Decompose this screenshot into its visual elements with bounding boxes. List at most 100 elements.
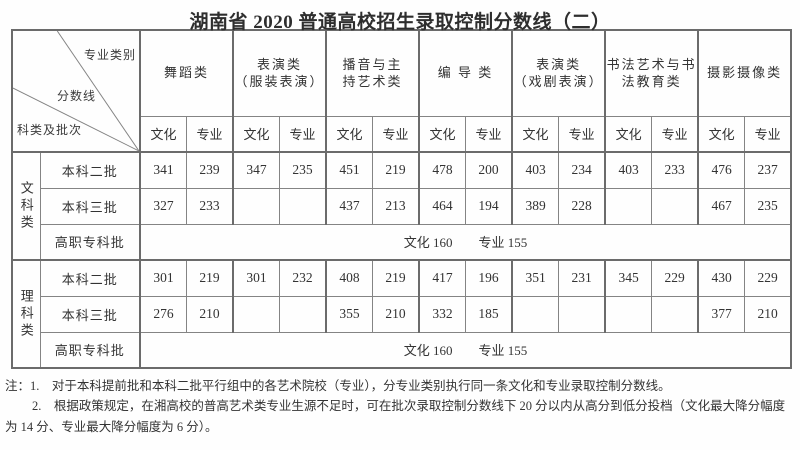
corner-label-scoreline: 分数线 bbox=[57, 89, 97, 103]
batch-label: 本科二批 bbox=[39, 151, 141, 189]
table-row: 理科类 本科二批 301 219 301 232 408 219 417 196… bbox=[11, 259, 792, 369]
score-type-header: 文化 bbox=[418, 115, 467, 153]
score-cell: 200 bbox=[465, 151, 513, 189]
score-type-header: 文化 bbox=[697, 115, 746, 153]
score-type-header: 专业 bbox=[372, 115, 420, 153]
score-cell: 347 bbox=[232, 151, 281, 189]
score-cell: 430 bbox=[697, 259, 746, 297]
table-row: 本科三批 327 233 437 213 464 194 389 228 467… bbox=[12, 187, 792, 225]
note-prefix: 注： bbox=[5, 379, 31, 393]
batch-label: 本科三批 bbox=[39, 295, 141, 333]
page-title: 湖南省 2020 普通高校招生录取控制分数线（二） bbox=[189, 12, 611, 33]
category-header-performance-fashion: 表演类 （服装表演） bbox=[232, 29, 327, 117]
merged-score-cell: 文化 160 专业 155 bbox=[138, 223, 792, 261]
score-type-header: 专业 bbox=[465, 115, 513, 153]
table-row: 高职专科批 文化 160 专业 155 bbox=[12, 223, 792, 261]
score-cell: 467 bbox=[697, 187, 746, 225]
table-row: 本科三批 276 210 355 210 332 185 377 210 bbox=[12, 295, 792, 333]
score-cell bbox=[558, 295, 606, 333]
score-type-header: 专业 bbox=[186, 115, 234, 153]
score-type-header: 文化 bbox=[232, 115, 281, 153]
score-cell: 389 bbox=[511, 187, 560, 225]
score-cell: 239 bbox=[186, 151, 234, 189]
score-cell bbox=[279, 295, 327, 333]
corner-label-batch: 科类及批次 bbox=[17, 123, 83, 137]
corner-cell: 专业类别 分数线 科类及批次 bbox=[11, 29, 141, 153]
score-cell: 301 bbox=[139, 259, 187, 297]
note-item: 注：1. 对于本科提前批和本科二批平行组中的各艺术院校（专业），分专业类别执行同… bbox=[5, 376, 795, 396]
section-label-science: 理科类 bbox=[11, 259, 41, 369]
score-type-header: 专业 bbox=[744, 115, 792, 153]
score-cell: 210 bbox=[744, 295, 792, 333]
score-cell: 232 bbox=[279, 259, 327, 297]
score-cell bbox=[232, 187, 281, 225]
batch-label: 高职专科批 bbox=[39, 223, 141, 261]
score-cell bbox=[604, 187, 653, 225]
score-cell bbox=[279, 187, 327, 225]
score-cell: 229 bbox=[651, 259, 699, 297]
score-cell: 237 bbox=[744, 151, 792, 189]
score-cell: 341 bbox=[139, 151, 187, 189]
section-label-liberal-arts: 文科类 bbox=[11, 151, 41, 261]
score-cell: 233 bbox=[651, 151, 699, 189]
score-cell: 219 bbox=[372, 259, 420, 297]
score-cell: 301 bbox=[232, 259, 281, 297]
score-cell bbox=[511, 295, 560, 333]
score-cell: 228 bbox=[558, 187, 606, 225]
table-row: 文科类 本科二批 341 239 347 235 451 219 478 200… bbox=[11, 151, 792, 261]
table-row: 文化 专业 文化 专业 文化 专业 文化 专业 文化 专业 文化 专业 文化 专… bbox=[12, 115, 792, 153]
note-text: 1. 对于本科提前批和本科二批平行组中的各艺术院校（专业），分专业类别执行同一条… bbox=[30, 379, 671, 393]
score-cell: 403 bbox=[511, 151, 560, 189]
score-type-header: 专业 bbox=[651, 115, 699, 153]
score-cell: 377 bbox=[697, 295, 746, 333]
score-cell: 235 bbox=[279, 151, 327, 189]
score-cell: 210 bbox=[372, 295, 420, 333]
score-cell: 408 bbox=[325, 259, 374, 297]
score-cell bbox=[651, 187, 699, 225]
table-row: 专业类别 分数线 科类及批次 舞蹈类 表演类 （服装表演） 播音与主 持艺术类 … bbox=[11, 29, 792, 153]
score-type-header: 文化 bbox=[139, 115, 187, 153]
note-item: 2. 根据政策规定，在湘高校的普高艺术类专业生源不足时，可在批次录取控制分数线下… bbox=[5, 399, 786, 434]
batch-label: 本科二批 bbox=[39, 259, 141, 297]
score-cell: 185 bbox=[465, 295, 513, 333]
score-cell: 417 bbox=[418, 259, 467, 297]
corner-label-category: 专业类别 bbox=[83, 48, 136, 62]
table-row: 高职专科批 文化 160 专业 155 bbox=[12, 331, 792, 369]
score-type-header: 文化 bbox=[511, 115, 560, 153]
score-cell: 345 bbox=[604, 259, 653, 297]
score-cell: 355 bbox=[325, 295, 374, 333]
score-cell bbox=[651, 295, 699, 333]
score-cell: 327 bbox=[139, 187, 187, 225]
score-cell: 233 bbox=[186, 187, 234, 225]
score-cell: 478 bbox=[418, 151, 467, 189]
category-header-dance: 舞蹈类 bbox=[138, 29, 234, 117]
score-cell: 213 bbox=[372, 187, 420, 225]
score-cell bbox=[604, 295, 653, 333]
score-cell: 210 bbox=[186, 295, 234, 333]
score-cell: 403 bbox=[604, 151, 653, 189]
score-cell bbox=[232, 295, 281, 333]
score-type-header: 文化 bbox=[604, 115, 653, 153]
score-type-header: 专业 bbox=[558, 115, 606, 153]
score-cell: 464 bbox=[418, 187, 467, 225]
category-header-photography: 摄影摄像类 bbox=[697, 29, 792, 117]
notes: 注：1. 对于本科提前批和本科二批平行组中的各艺术院校（专业），分专业类别执行同… bbox=[5, 376, 795, 437]
score-cell: 219 bbox=[186, 259, 234, 297]
score-type-header: 文化 bbox=[325, 115, 374, 153]
batch-label: 本科三批 bbox=[39, 187, 141, 225]
score-cell: 194 bbox=[465, 187, 513, 225]
score-cell: 332 bbox=[418, 295, 467, 333]
score-cell: 234 bbox=[558, 151, 606, 189]
batch-label: 高职专科批 bbox=[39, 331, 141, 369]
score-cell: 219 bbox=[372, 151, 420, 189]
category-header-directing: 编 导 类 bbox=[418, 29, 513, 117]
score-cell: 351 bbox=[511, 259, 560, 297]
score-cell: 196 bbox=[465, 259, 513, 297]
category-header-calligraphy: 书法艺术与书 法教育类 bbox=[604, 29, 699, 117]
score-cell: 229 bbox=[744, 259, 792, 297]
scores-table: 专业类别 分数线 科类及批次 舞蹈类 表演类 （服装表演） 播音与主 持艺术类 … bbox=[11, 29, 793, 369]
section-label-text: 理科类 bbox=[18, 288, 34, 340]
score-cell: 235 bbox=[744, 187, 792, 225]
category-header-performance-drama: 表演类 （戏剧表演） bbox=[511, 29, 606, 117]
score-cell: 437 bbox=[325, 187, 374, 225]
